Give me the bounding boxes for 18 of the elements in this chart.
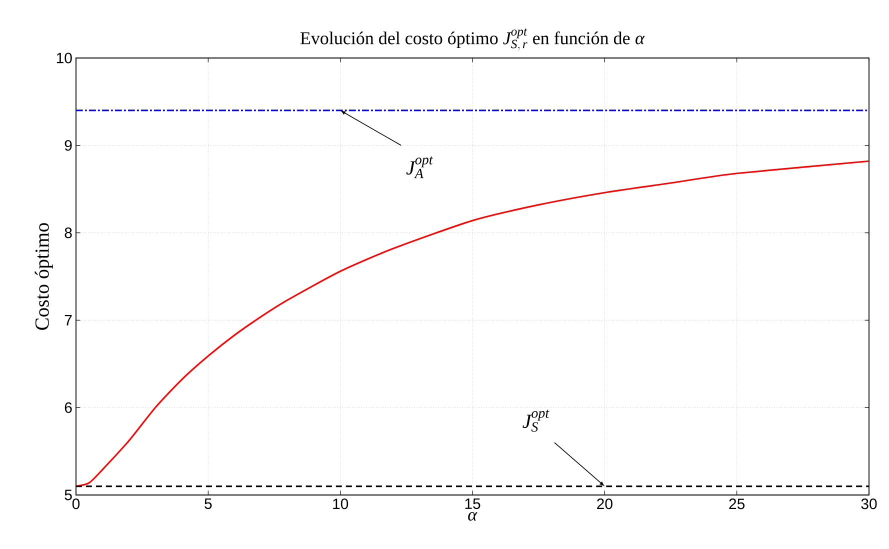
y-tick-label: 10: [56, 52, 72, 64]
annotation: $J_{S}^{opt}$: [522, 410, 550, 432]
x-tick-label: 25: [729, 498, 745, 510]
y-tick-label: 7: [64, 315, 72, 326]
x-tick-label: 10: [333, 498, 348, 510]
x-tick-label: 0: [72, 498, 80, 510]
x-axis-title: $\alpha$: [468, 512, 478, 521]
y-tick-label: 8: [64, 227, 72, 238]
annotation: $J_{A}^{opt}$: [406, 156, 434, 178]
chart-title: $\mbox{Evolución del costo óptimo }J_{S,\,r}^{opt}\mbox{ en función de }\alpha$: [300, 28, 645, 50]
x-tick-label: 20: [597, 498, 612, 510]
y-tick-label: 5: [64, 490, 72, 500]
y-tick-label: 6: [64, 402, 72, 413]
x-tick-label: 30: [861, 498, 877, 510]
x-tick-label: 5: [204, 498, 212, 509]
y-tick-label: 9: [64, 140, 72, 151]
x-tick-label: 15: [465, 498, 480, 509]
y-axis-title: Costo óptimo: [34, 223, 53, 330]
